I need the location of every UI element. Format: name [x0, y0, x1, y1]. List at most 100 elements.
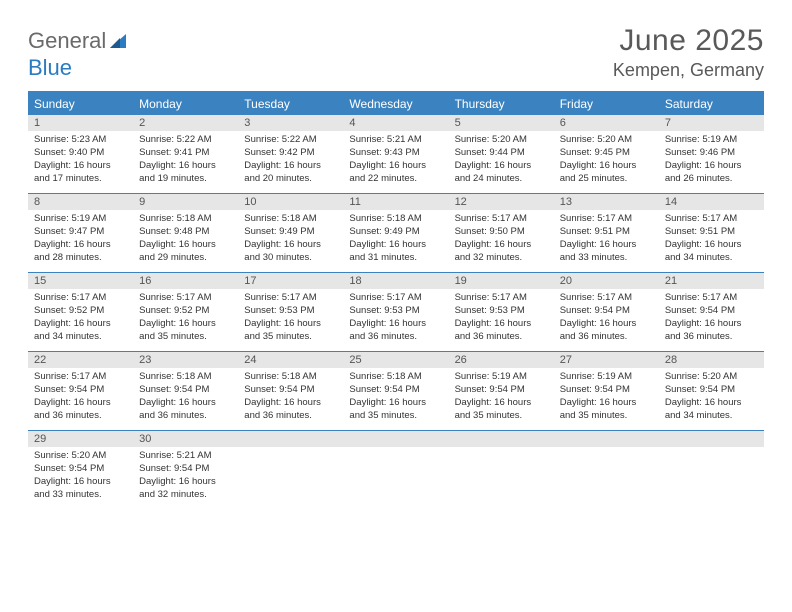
day-cell: 15Sunrise: 5:17 AMSunset: 9:52 PMDayligh… [28, 273, 133, 351]
sunset-line: Sunset: 9:52 PM [139, 305, 232, 318]
sunset-line: Sunset: 9:50 PM [455, 226, 548, 239]
day-number: 13 [554, 194, 659, 210]
sunset-line: Sunset: 9:45 PM [560, 147, 653, 160]
sunset-line: Sunset: 9:54 PM [665, 305, 758, 318]
sunrise-line: Sunrise: 5:17 AM [34, 371, 127, 384]
day-number-empty [449, 431, 554, 447]
sunrise-line: Sunrise: 5:17 AM [560, 213, 653, 226]
location-label: Kempen, Germany [613, 60, 764, 81]
day-cell: 30Sunrise: 5:21 AMSunset: 9:54 PMDayligh… [133, 431, 238, 509]
day-details: Sunrise: 5:19 AMSunset: 9:47 PMDaylight:… [28, 210, 133, 268]
daylight-line: Daylight: 16 hours and 32 minutes. [139, 476, 232, 502]
day-details: Sunrise: 5:22 AMSunset: 9:42 PMDaylight:… [238, 131, 343, 189]
day-details: Sunrise: 5:17 AMSunset: 9:51 PMDaylight:… [659, 210, 764, 268]
day-cell: 14Sunrise: 5:17 AMSunset: 9:51 PMDayligh… [659, 194, 764, 272]
day-number: 30 [133, 431, 238, 447]
daylight-line: Daylight: 16 hours and 35 minutes. [455, 397, 548, 423]
sunrise-line: Sunrise: 5:20 AM [455, 134, 548, 147]
day-details: Sunrise: 5:22 AMSunset: 9:41 PMDaylight:… [133, 131, 238, 189]
daylight-line: Daylight: 16 hours and 33 minutes. [34, 476, 127, 502]
daylight-line: Daylight: 16 hours and 32 minutes. [455, 239, 548, 265]
daylight-line: Daylight: 16 hours and 34 minutes. [34, 318, 127, 344]
weeks-container: 1Sunrise: 5:23 AMSunset: 9:40 PMDaylight… [28, 115, 764, 509]
sunset-line: Sunset: 9:54 PM [244, 384, 337, 397]
day-number: 14 [659, 194, 764, 210]
daylight-line: Daylight: 16 hours and 22 minutes. [349, 160, 442, 186]
week-row: 29Sunrise: 5:20 AMSunset: 9:54 PMDayligh… [28, 431, 764, 509]
day-number: 22 [28, 352, 133, 368]
sunset-line: Sunset: 9:48 PM [139, 226, 232, 239]
logo: General Blue [28, 24, 128, 81]
sunrise-line: Sunrise: 5:21 AM [349, 134, 442, 147]
sunrise-line: Sunrise: 5:17 AM [349, 292, 442, 305]
daylight-line: Daylight: 16 hours and 17 minutes. [34, 160, 127, 186]
day-cell: 6Sunrise: 5:20 AMSunset: 9:45 PMDaylight… [554, 115, 659, 193]
day-details: Sunrise: 5:19 AMSunset: 9:54 PMDaylight:… [449, 368, 554, 426]
weekday-header-cell: Saturday [659, 93, 764, 115]
sunrise-line: Sunrise: 5:17 AM [34, 292, 127, 305]
sunset-line: Sunset: 9:43 PM [349, 147, 442, 160]
day-number: 27 [554, 352, 659, 368]
day-cell: 7Sunrise: 5:19 AMSunset: 9:46 PMDaylight… [659, 115, 764, 193]
day-number: 6 [554, 115, 659, 131]
day-number: 2 [133, 115, 238, 131]
sunrise-line: Sunrise: 5:18 AM [139, 371, 232, 384]
day-cell: 28Sunrise: 5:20 AMSunset: 9:54 PMDayligh… [659, 352, 764, 430]
sunrise-line: Sunrise: 5:17 AM [560, 292, 653, 305]
day-number: 9 [133, 194, 238, 210]
daylight-line: Daylight: 16 hours and 19 minutes. [139, 160, 232, 186]
week-row: 22Sunrise: 5:17 AMSunset: 9:54 PMDayligh… [28, 352, 764, 431]
day-details: Sunrise: 5:18 AMSunset: 9:49 PMDaylight:… [343, 210, 448, 268]
day-number: 17 [238, 273, 343, 289]
day-number: 20 [554, 273, 659, 289]
day-number: 7 [659, 115, 764, 131]
day-cell: 22Sunrise: 5:17 AMSunset: 9:54 PMDayligh… [28, 352, 133, 430]
day-cell: 3Sunrise: 5:22 AMSunset: 9:42 PMDaylight… [238, 115, 343, 193]
day-cell [449, 431, 554, 509]
sunrise-line: Sunrise: 5:17 AM [455, 292, 548, 305]
daylight-line: Daylight: 16 hours and 20 minutes. [244, 160, 337, 186]
sunset-line: Sunset: 9:49 PM [244, 226, 337, 239]
sunrise-line: Sunrise: 5:18 AM [244, 371, 337, 384]
day-details: Sunrise: 5:17 AMSunset: 9:54 PMDaylight:… [28, 368, 133, 426]
sunrise-line: Sunrise: 5:18 AM [244, 213, 337, 226]
day-number: 1 [28, 115, 133, 131]
title-block: June 2025 Kempen, Germany [613, 24, 764, 81]
daylight-line: Daylight: 16 hours and 30 minutes. [244, 239, 337, 265]
day-cell: 8Sunrise: 5:19 AMSunset: 9:47 PMDaylight… [28, 194, 133, 272]
sunrise-line: Sunrise: 5:18 AM [349, 371, 442, 384]
day-cell: 17Sunrise: 5:17 AMSunset: 9:53 PMDayligh… [238, 273, 343, 351]
day-details: Sunrise: 5:19 AMSunset: 9:54 PMDaylight:… [554, 368, 659, 426]
day-number: 16 [133, 273, 238, 289]
day-details: Sunrise: 5:17 AMSunset: 9:50 PMDaylight:… [449, 210, 554, 268]
day-details: Sunrise: 5:17 AMSunset: 9:53 PMDaylight:… [343, 289, 448, 347]
day-cell: 12Sunrise: 5:17 AMSunset: 9:50 PMDayligh… [449, 194, 554, 272]
day-details: Sunrise: 5:21 AMSunset: 9:43 PMDaylight:… [343, 131, 448, 189]
day-details: Sunrise: 5:18 AMSunset: 9:54 PMDaylight:… [133, 368, 238, 426]
sunset-line: Sunset: 9:47 PM [34, 226, 127, 239]
day-details: Sunrise: 5:20 AMSunset: 9:54 PMDaylight:… [659, 368, 764, 426]
sunrise-line: Sunrise: 5:17 AM [665, 213, 758, 226]
day-details: Sunrise: 5:17 AMSunset: 9:51 PMDaylight:… [554, 210, 659, 268]
day-cell [659, 431, 764, 509]
day-number: 23 [133, 352, 238, 368]
day-details: Sunrise: 5:17 AMSunset: 9:52 PMDaylight:… [133, 289, 238, 347]
sunrise-line: Sunrise: 5:18 AM [139, 213, 232, 226]
daylight-line: Daylight: 16 hours and 28 minutes. [34, 239, 127, 265]
day-number: 18 [343, 273, 448, 289]
day-details: Sunrise: 5:17 AMSunset: 9:53 PMDaylight:… [238, 289, 343, 347]
day-cell: 11Sunrise: 5:18 AMSunset: 9:49 PMDayligh… [343, 194, 448, 272]
daylight-line: Daylight: 16 hours and 31 minutes. [349, 239, 442, 265]
sunrise-line: Sunrise: 5:21 AM [139, 450, 232, 463]
daylight-line: Daylight: 16 hours and 36 minutes. [34, 397, 127, 423]
day-number: 11 [343, 194, 448, 210]
daylight-line: Daylight: 16 hours and 36 minutes. [455, 318, 548, 344]
day-number: 12 [449, 194, 554, 210]
day-number: 26 [449, 352, 554, 368]
day-cell: 21Sunrise: 5:17 AMSunset: 9:54 PMDayligh… [659, 273, 764, 351]
sunrise-line: Sunrise: 5:17 AM [139, 292, 232, 305]
sunset-line: Sunset: 9:40 PM [34, 147, 127, 160]
day-details: Sunrise: 5:18 AMSunset: 9:54 PMDaylight:… [238, 368, 343, 426]
day-number: 3 [238, 115, 343, 131]
daylight-line: Daylight: 16 hours and 36 minutes. [665, 318, 758, 344]
